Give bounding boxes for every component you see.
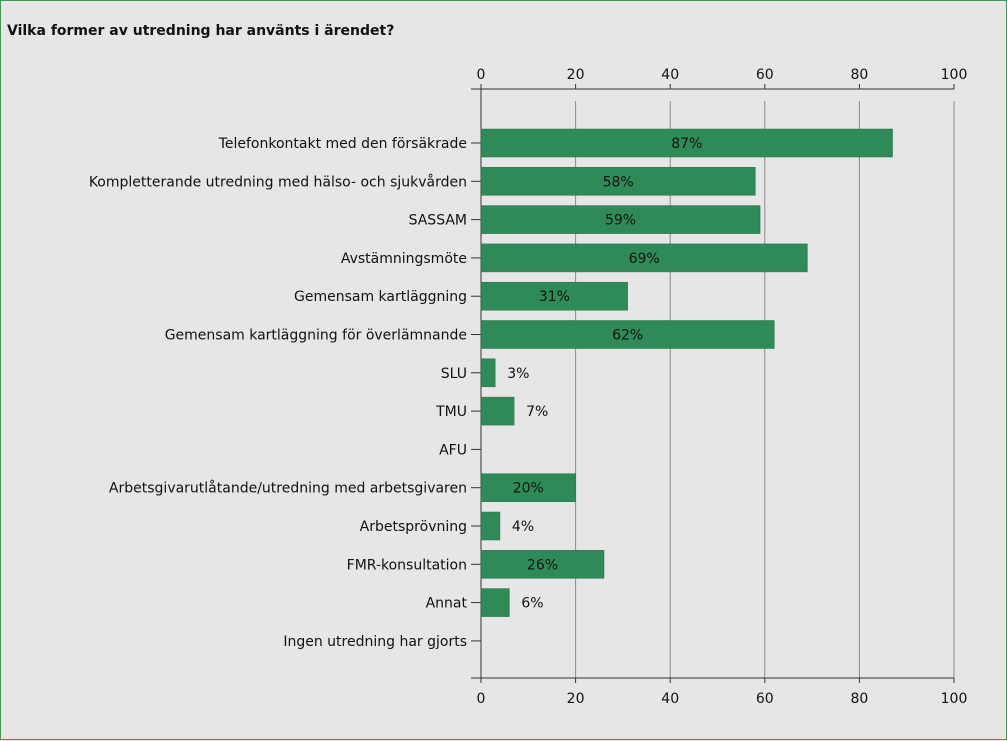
top-tick-label: 0 — [477, 67, 486, 83]
bar-value-label: 20% — [513, 481, 544, 497]
category-label: Telefonkontakt med den försäkrade — [218, 136, 467, 152]
category-label: FMR-konsultation — [347, 557, 467, 573]
category-label: SASSAM — [409, 213, 467, 229]
bar — [480, 205, 761, 234]
category-label: AFU — [439, 442, 467, 458]
category-label: TMU — [435, 404, 467, 420]
bottom-tick-label: 60 — [756, 691, 774, 707]
bar — [480, 588, 510, 617]
bar-value-label: 3% — [507, 366, 529, 382]
bar-value-label: 7% — [526, 404, 548, 420]
category-label: Ingen utredning har gjorts — [283, 634, 467, 650]
category-label: SLU — [441, 366, 467, 382]
bar-value-label: 59% — [605, 213, 636, 229]
top-tick-label: 40 — [661, 67, 679, 83]
category-label: Kompletterande utredning med hälso- och … — [89, 173, 467, 190]
category-label: Gemensam kartläggning — [294, 289, 467, 305]
bar — [480, 281, 628, 311]
bar — [480, 320, 775, 349]
category-label: Annat — [426, 596, 468, 612]
bar — [480, 128, 893, 158]
bar-value-label: 69% — [629, 251, 660, 267]
category-label: Arbetsgivarutlåtande/utredning med arbet… — [109, 480, 467, 497]
bar — [480, 358, 496, 388]
bar — [480, 473, 576, 502]
bar-value-label: 58% — [603, 174, 634, 190]
category-label: Gemensam kartläggning för överlämnande — [165, 328, 467, 344]
bar-value-label: 62% — [612, 328, 643, 344]
bottom-tick-label: 40 — [661, 691, 679, 707]
bar — [480, 511, 501, 541]
bar-value-label: 26% — [527, 557, 558, 573]
bar — [480, 396, 515, 426]
bottom-tick-label: 20 — [567, 691, 585, 707]
bar-value-label: 31% — [539, 289, 570, 305]
top-tick-label: 100 — [941, 67, 968, 83]
bar-value-label: 4% — [512, 519, 534, 535]
chart-title: Vilka former av utredning har använts i … — [7, 23, 395, 39]
top-tick-label: 60 — [756, 67, 774, 83]
bottom-tick-label: 100 — [941, 691, 968, 707]
bar-value-label: 87% — [671, 136, 702, 152]
top-tick-label: 20 — [567, 67, 585, 83]
bar — [480, 167, 756, 196]
bar — [480, 243, 808, 273]
category-label: Arbetsprövning — [360, 519, 467, 535]
bar-value-label: 6% — [521, 596, 543, 612]
top-tick-label: 80 — [850, 67, 868, 83]
bottom-tick-label: 80 — [850, 691, 868, 707]
bottom-tick-label: 0 — [477, 691, 486, 707]
bar — [480, 550, 605, 579]
category-label: Avstämningsmöte — [341, 251, 467, 267]
